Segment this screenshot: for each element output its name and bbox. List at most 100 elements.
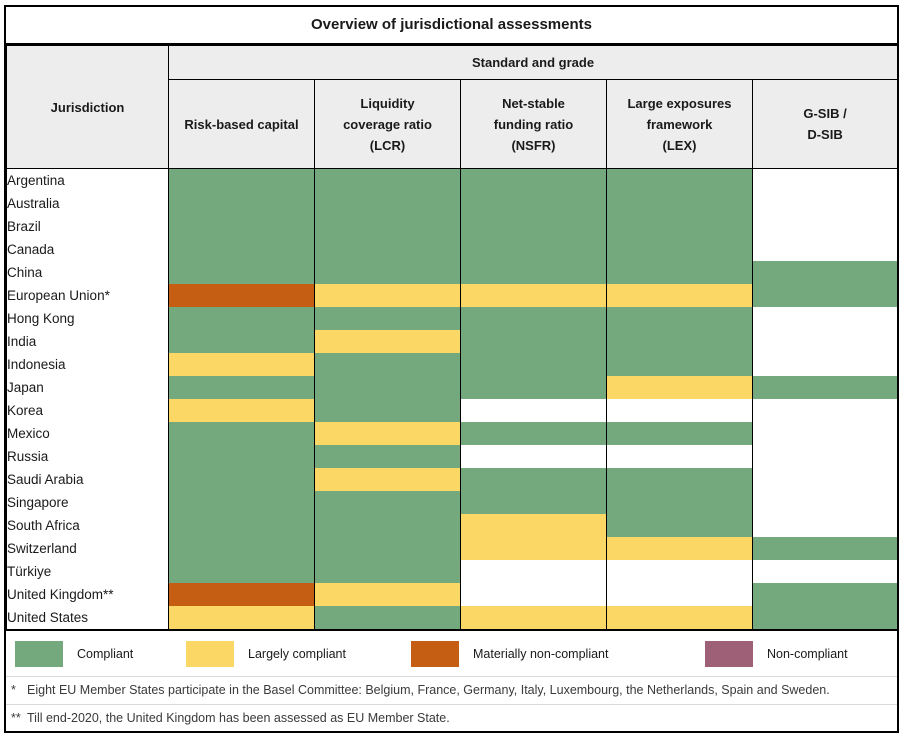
legend-swatch-LC	[186, 640, 234, 667]
legend-swatch-NC	[705, 640, 753, 667]
grade-cell-rbc-MNC	[168, 284, 315, 307]
table-row: Switzerland	[6, 537, 899, 560]
grade-cell-rbc-C	[168, 468, 315, 491]
column-header-lcr: Liquidity coverage ratio (LCR)	[314, 79, 461, 169]
grade-cell-rbc-C	[168, 238, 315, 261]
grade-cell-lcr-C	[314, 307, 461, 330]
grade-cell-lcr-C	[314, 514, 461, 537]
column-header-nsfr: Net-stable funding ratio (NSFR)	[460, 79, 607, 169]
grade-cell-gsib-C	[751, 376, 899, 399]
jurisdictional-assessments-figure: Overview of jurisdictional assessments J…	[4, 5, 899, 733]
grade-cell-lcr-C	[314, 215, 461, 238]
grade-cell-lcr-LC	[314, 284, 461, 307]
group-header-row: Jurisdiction Standard and grade	[6, 45, 899, 169]
grade-cell-rbc-C	[168, 376, 315, 399]
footnote-text: Eight EU Member States participate in th…	[27, 683, 830, 697]
jurisdiction-name: United States	[6, 606, 169, 629]
grade-cell-nsfr-blank	[460, 399, 607, 422]
grade-cell-gsib-C	[751, 583, 899, 606]
table-row: China	[6, 261, 899, 284]
grade-cell-lcr-C	[314, 353, 461, 376]
grade-cell-lcr-LC	[314, 330, 461, 353]
grade-cell-lcr-C	[314, 238, 461, 261]
legend-label: Non-compliant	[767, 646, 848, 661]
grade-cell-nsfr-C	[460, 491, 607, 514]
grade-cell-lcr-C	[314, 606, 461, 629]
grade-cell-rbc-C	[168, 514, 315, 537]
footnote-text: Till end-2020, the United Kingdom has be…	[27, 711, 450, 725]
grade-cell-lcr-C	[314, 445, 461, 468]
grade-cell-lex-C	[606, 468, 753, 491]
grade-cell-nsfr-blank	[460, 560, 607, 583]
jurisdiction-name: Japan	[6, 376, 169, 399]
grade-cell-gsib-blank	[751, 168, 899, 192]
jurisdiction-name: Brazil	[6, 215, 169, 238]
column-header-gsib-dsib: G-SIB / D-SIB	[751, 79, 899, 169]
table-row: Argentina	[6, 168, 899, 192]
grade-cell-nsfr-C	[460, 353, 607, 376]
table-row: European Union*	[6, 284, 899, 307]
legend-label: Largely compliant	[248, 646, 346, 661]
grade-cell-lex-C	[606, 215, 753, 238]
footnote-eu-members: * Eight EU Member States participate in t…	[6, 676, 897, 704]
grade-cell-gsib-blank	[751, 192, 899, 215]
grade-cell-rbc-C	[168, 168, 315, 192]
table-row: Mexico	[6, 422, 899, 445]
grade-cell-nsfr-C	[460, 330, 607, 353]
grade-cell-lcr-LC	[314, 583, 461, 606]
sub-header-row: Risk-based capital Liquidity coverage ra…	[7, 79, 899, 169]
legend-item-MNC: Materially non-compliant	[411, 640, 705, 667]
footnote-united-kingdom: ** Till end-2020, the United Kingdom has …	[6, 704, 897, 732]
table-row: Indonesia	[6, 353, 899, 376]
grade-cell-gsib-blank	[751, 238, 899, 261]
legend-label: Materially non-compliant	[473, 646, 609, 661]
grade-cell-rbc-LC	[168, 606, 315, 629]
grade-cell-lcr-C	[314, 399, 461, 422]
column-header-lex: Large exposures framework (LEX)	[606, 79, 753, 169]
table-header: Jurisdiction Standard and grade Risk-bas…	[6, 45, 899, 169]
grade-cell-nsfr-C	[460, 468, 607, 491]
grade-cell-nsfr-LC	[460, 514, 607, 537]
jurisdiction-name: United Kingdom**	[6, 583, 169, 606]
jurisdiction-name: China	[6, 261, 169, 284]
grade-cell-rbc-C	[168, 537, 315, 560]
jurisdiction-name: Canada	[6, 238, 169, 261]
grade-cell-nsfr-blank	[460, 445, 607, 468]
jurisdiction-name: Hong Kong	[6, 307, 169, 330]
column-group-header-standard-and-grade: Standard and grade	[167, 45, 899, 80]
table-row: Korea	[6, 399, 899, 422]
grade-cell-lex-C	[606, 192, 753, 215]
table-row: United Kingdom**	[6, 583, 899, 606]
grade-cell-rbc-C	[168, 560, 315, 583]
jurisdiction-name: Singapore	[6, 491, 169, 514]
table-row: Brazil	[6, 215, 899, 238]
legend-item-NC: Non-compliant	[705, 640, 885, 667]
grade-cell-lex-C	[606, 330, 753, 353]
grade-cell-lcr-C	[314, 192, 461, 215]
grade-cell-lcr-C	[314, 560, 461, 583]
table-row: Türkiye	[6, 560, 899, 583]
grade-cell-gsib-blank	[751, 468, 899, 491]
grade-cell-lex-C	[606, 168, 753, 192]
grade-cell-rbc-C	[168, 422, 315, 445]
jurisdiction-name: Argentina	[6, 168, 169, 192]
grade-cell-nsfr-C	[460, 238, 607, 261]
table-row: Saudi Arabia	[6, 468, 899, 491]
grade-cell-lex-blank	[606, 560, 753, 583]
grade-cell-gsib-blank	[751, 307, 899, 330]
grade-cell-nsfr-blank	[460, 583, 607, 606]
jurisdiction-name: Australia	[6, 192, 169, 215]
legend-label: Compliant	[77, 646, 134, 661]
grade-cell-lex-LC	[606, 606, 753, 629]
figure-title: Overview of jurisdictional assessments	[6, 7, 897, 45]
grade-cell-rbc-C	[168, 330, 315, 353]
jurisdiction-name: India	[6, 330, 169, 353]
grade-cell-rbc-LC	[168, 399, 315, 422]
grade-cell-lcr-LC	[314, 468, 461, 491]
grade-cell-rbc-C	[168, 192, 315, 215]
grade-cell-lcr-C	[314, 261, 461, 284]
footnote-marker: **	[11, 711, 21, 725]
table-row: South Africa	[6, 514, 899, 537]
grade-cell-gsib-blank	[751, 560, 899, 583]
grade-cell-gsib-C	[751, 261, 899, 284]
